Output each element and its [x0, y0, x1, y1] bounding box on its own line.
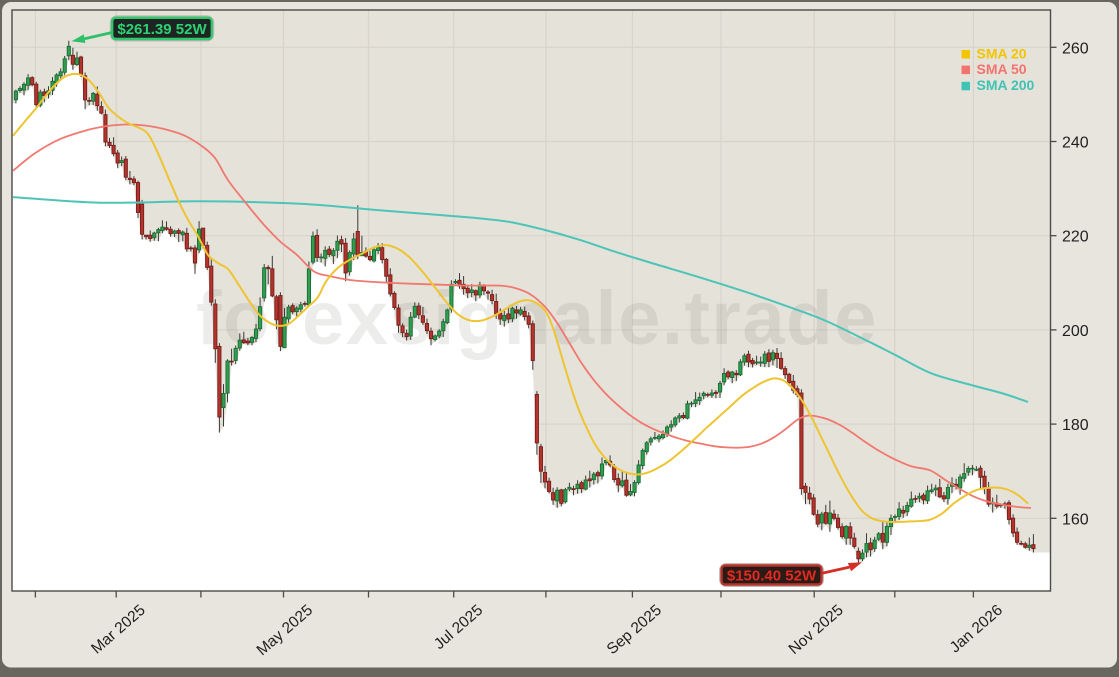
svg-text:SMA 20: SMA 20 [977, 45, 1027, 61]
svg-text:SMA 50: SMA 50 [977, 61, 1027, 77]
svg-text:260: 260 [1062, 40, 1089, 57]
svg-text:forexsignale.trade: forexsignale.trade [196, 276, 878, 361]
svg-text:180: 180 [1062, 417, 1089, 434]
svg-text:220: 220 [1062, 229, 1089, 246]
svg-text:SMA 200: SMA 200 [977, 77, 1035, 93]
svg-text:$150.40 52W: $150.40 52W [727, 567, 817, 584]
svg-text:200: 200 [1062, 323, 1089, 340]
svg-text:$261.39 52W: $261.39 52W [117, 21, 207, 38]
svg-text:240: 240 [1062, 135, 1089, 152]
svg-text:160: 160 [1062, 511, 1089, 528]
